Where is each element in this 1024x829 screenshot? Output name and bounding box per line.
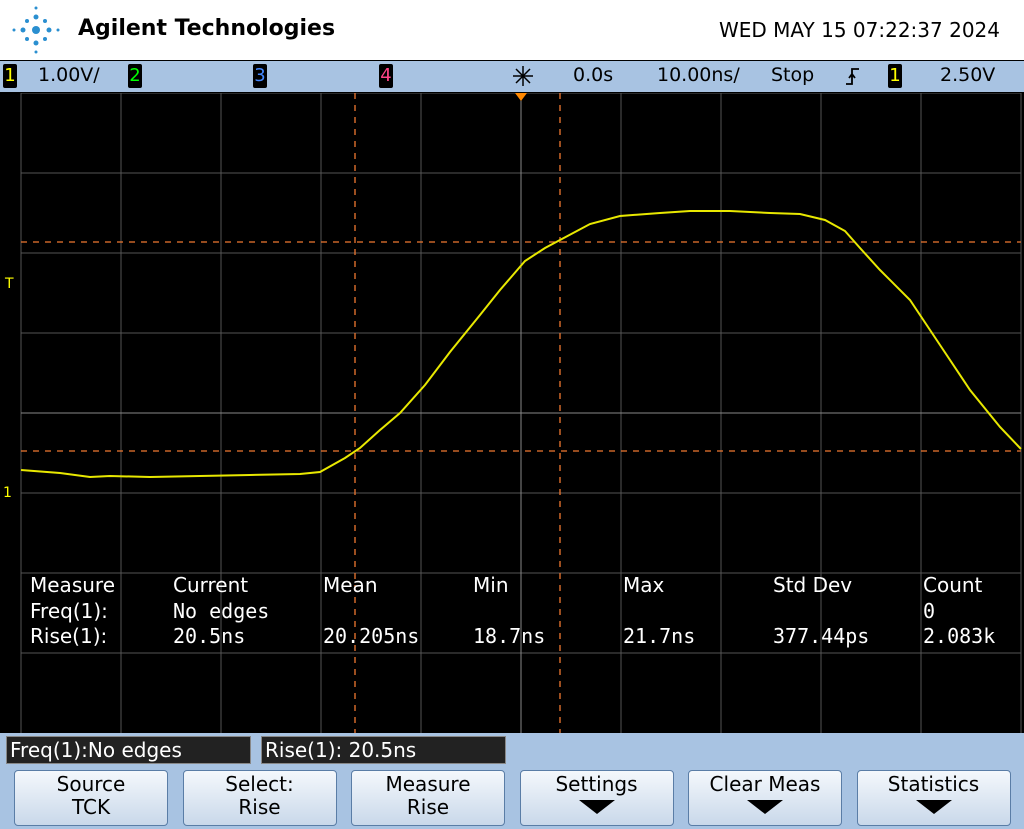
- time-offset: 0.0s: [573, 64, 614, 86]
- softkey-label: Statistics: [887, 772, 980, 796]
- ch3-box[interactable]: 3: [253, 64, 267, 88]
- softkey-label: Select:: [225, 772, 294, 796]
- softkey-arrow: [915, 800, 952, 814]
- measure-value: 20.5ns: [173, 624, 246, 648]
- timebase: 10.00ns/: [657, 64, 740, 86]
- softkey[interactable]: Select: Rise: [182, 770, 337, 826]
- softkey-arrow: [747, 800, 783, 814]
- measure-value: 0: [923, 599, 936, 623]
- measure-value: Rise(1):: [30, 624, 108, 648]
- measure-header: Measure: [30, 573, 115, 597]
- measure-header: Count: [923, 573, 983, 597]
- softkey-label: Clear Meas: [709, 772, 821, 796]
- softkey-label: Settings: [555, 772, 638, 796]
- brand: Agilent Technologies: [78, 16, 336, 41]
- acq-icon: [513, 66, 533, 86]
- measure-value: 18.7ns: [473, 624, 546, 648]
- measure-header: Max: [623, 573, 665, 597]
- ch4-box[interactable]: 4: [379, 64, 393, 88]
- ch1-scale: 1.00V/: [38, 64, 100, 86]
- info-box: Rise(1): 20.5ns: [261, 736, 506, 764]
- measure-header: Mean: [323, 573, 378, 597]
- softkey[interactable]: Measure Rise: [351, 770, 505, 826]
- ch1-marker: 1: [3, 485, 12, 501]
- softkey[interactable]: Statistics: [856, 770, 1011, 826]
- grid: [20, 93, 1022, 733]
- info-box: Freq(1):No edges: [6, 736, 251, 764]
- ch1-box[interactable]: 1: [3, 64, 17, 88]
- measure-header: Min: [473, 573, 509, 597]
- trigger-level: 2.50V: [940, 64, 996, 86]
- measure-value: 20.205ns: [323, 624, 420, 648]
- logo: [12, 6, 60, 54]
- waveform: [20, 210, 1022, 479]
- measure-value: 377.44ps: [773, 624, 870, 648]
- run-state: Stop: [771, 64, 815, 86]
- measure-value: 2.083k: [923, 624, 996, 648]
- measure-value: Freq(1):: [30, 599, 108, 623]
- trigger-marker: T: [5, 276, 14, 292]
- edge-icon: [846, 68, 859, 85]
- softkey-value: Rise: [406, 795, 450, 819]
- measure-header: Std Dev: [773, 573, 853, 597]
- datetime: WED MAY 15 07:22:37 2024: [718, 18, 1000, 42]
- softkey[interactable]: Clear Meas: [688, 770, 842, 826]
- header: Agilent Technologies WED MAY 15 07:22:37…: [0, 0, 1024, 60]
- softkey-value: TCK: [71, 795, 111, 819]
- trigger-source: 1: [888, 64, 902, 88]
- ch2-box[interactable]: 2: [128, 64, 142, 88]
- softkey-arrow: [578, 800, 615, 814]
- measure-value: 21.7ns: [623, 624, 696, 648]
- softkey[interactable]: Source TCK: [14, 770, 168, 826]
- softkey-label: Measure: [385, 772, 471, 796]
- graticule: [20, 93, 1022, 733]
- softkey[interactable]: Settings: [519, 770, 674, 826]
- trigger-pos: [515, 93, 527, 101]
- measure-value: No edges: [173, 599, 270, 623]
- measure-header: Current: [173, 573, 249, 597]
- softkey-value: Rise: [238, 795, 281, 819]
- softkey-label: Source: [56, 772, 126, 796]
